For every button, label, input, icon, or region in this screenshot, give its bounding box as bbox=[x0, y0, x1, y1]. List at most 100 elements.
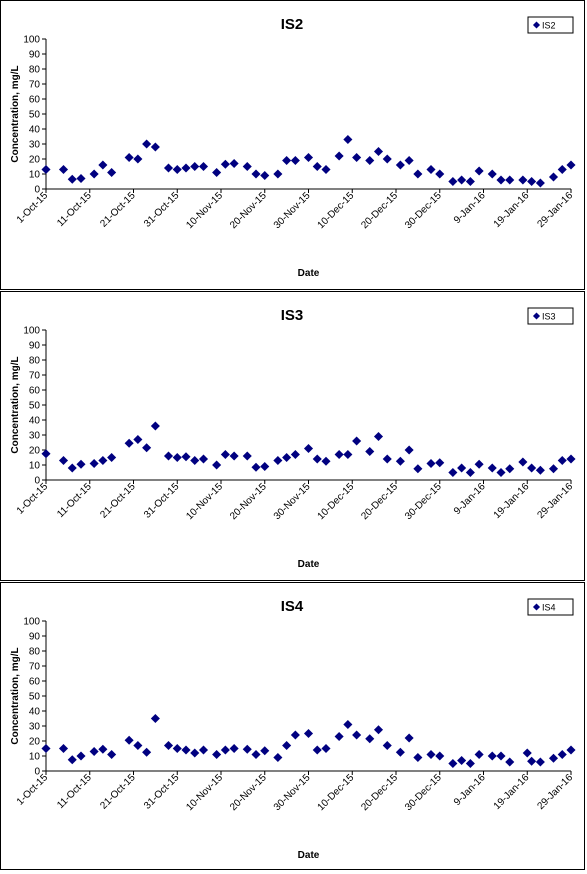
y-tick-label: 100 bbox=[23, 326, 40, 337]
data-point bbox=[496, 751, 506, 761]
data-point bbox=[242, 744, 252, 754]
x-tick-label: 21-Oct-15 bbox=[98, 772, 138, 812]
x-tick-label: 20-Nov-15 bbox=[228, 481, 269, 522]
x-tick-label: 30-Dec-15 bbox=[403, 481, 444, 522]
y-tick-label: 30 bbox=[29, 431, 41, 442]
data-point bbox=[395, 747, 405, 757]
data-point bbox=[181, 163, 191, 173]
x-tick-label: 11-Oct-15 bbox=[55, 190, 94, 229]
data-point bbox=[435, 458, 445, 468]
x-tick-label: 30-Dec-15 bbox=[403, 772, 444, 813]
data-point bbox=[98, 160, 108, 170]
x-tick-label: 10-Dec-15 bbox=[316, 481, 357, 522]
data-point bbox=[518, 175, 528, 185]
data-point bbox=[457, 175, 467, 185]
data-point bbox=[448, 758, 458, 769]
y-tick-label: 40 bbox=[29, 707, 41, 718]
data-point bbox=[352, 152, 362, 163]
data-point bbox=[198, 454, 209, 464]
data-point bbox=[67, 174, 77, 184]
x-axis-label: Date bbox=[298, 850, 320, 861]
data-point bbox=[352, 730, 362, 740]
data-point bbox=[312, 454, 322, 464]
data-point bbox=[457, 463, 467, 473]
data-point bbox=[190, 455, 200, 466]
data-point bbox=[67, 463, 77, 473]
x-tick-label: 30-Dec-15 bbox=[403, 190, 444, 231]
data-point bbox=[142, 139, 152, 149]
y-tick-label: 60 bbox=[29, 386, 41, 397]
data-point bbox=[290, 449, 300, 460]
data-point bbox=[312, 745, 322, 755]
data-point bbox=[457, 755, 467, 766]
data-point bbox=[273, 455, 283, 466]
y-tick-label: 70 bbox=[29, 80, 41, 91]
y-tick-label: 50 bbox=[29, 401, 41, 412]
y-tick-label: 10 bbox=[29, 170, 41, 181]
data-point bbox=[41, 164, 51, 175]
data-point bbox=[58, 164, 69, 175]
data-point bbox=[172, 164, 182, 175]
legend-label: IS2 bbox=[542, 21, 556, 31]
data-point bbox=[505, 175, 515, 185]
data-point bbox=[365, 446, 375, 457]
x-tick-label: 31-Oct-15 bbox=[142, 481, 182, 521]
data-point bbox=[190, 161, 200, 172]
y-tick-label: 40 bbox=[29, 416, 41, 427]
scatter-chart-is4: IS4 0 10 20 30 40 50 60 70 80 90 100 1-Oct-15 11-Oct-… bbox=[10, 598, 576, 861]
data-point bbox=[334, 731, 344, 742]
data-point bbox=[496, 467, 506, 478]
data-points bbox=[41, 134, 576, 188]
x-tick-label: 1-Oct-15 bbox=[15, 190, 51, 226]
x-tick-label: 29-Jan-16 bbox=[536, 772, 576, 812]
data-point bbox=[212, 460, 222, 470]
data-point bbox=[198, 161, 209, 172]
data-point bbox=[404, 155, 414, 166]
legend-box bbox=[527, 16, 574, 34]
x-tick-label: 29-Jan-16 bbox=[536, 481, 576, 521]
legend-marker bbox=[532, 312, 541, 320]
data-point bbox=[527, 756, 537, 766]
x-tick-label: 19-Jan-16 bbox=[492, 190, 532, 230]
legend: IS2 bbox=[527, 16, 574, 34]
data-point bbox=[98, 744, 108, 754]
x-tick-label: 10-Nov-15 bbox=[184, 190, 225, 231]
data-point bbox=[124, 735, 134, 745]
x-tick-label: 20-Dec-15 bbox=[359, 190, 400, 231]
x-tick-label: 21-Oct-15 bbox=[98, 190, 138, 230]
data-point bbox=[548, 172, 559, 182]
data-point bbox=[343, 449, 353, 460]
y-tick-label: 20 bbox=[29, 446, 41, 457]
data-point bbox=[505, 757, 515, 767]
data-point bbox=[321, 456, 331, 466]
data-point bbox=[518, 457, 528, 467]
x-tick-label: 9-Jan-16 bbox=[452, 772, 488, 808]
data-point bbox=[163, 163, 174, 173]
x-tick-label: 20-Dec-15 bbox=[359, 772, 400, 813]
y-tick-label: 50 bbox=[29, 692, 41, 703]
data-point bbox=[548, 753, 559, 763]
data-point bbox=[474, 459, 484, 469]
chart-title: IS2 bbox=[281, 16, 304, 33]
data-point bbox=[404, 445, 414, 455]
data-point bbox=[395, 456, 405, 466]
data-point bbox=[41, 449, 51, 459]
y-tick-label: 80 bbox=[29, 65, 41, 76]
data-point bbox=[76, 459, 86, 469]
x-tick-label: 10-Nov-15 bbox=[184, 481, 225, 522]
x-axis-label: Date bbox=[298, 559, 320, 570]
data-point bbox=[220, 745, 230, 755]
data-point bbox=[260, 461, 270, 472]
data-point bbox=[242, 161, 252, 172]
y-tick-label: 0 bbox=[34, 767, 40, 778]
data-point bbox=[413, 169, 423, 179]
data-point bbox=[89, 746, 99, 757]
y-tick-label: 80 bbox=[29, 356, 41, 367]
x-tick-label: 11-Oct-15 bbox=[55, 772, 94, 811]
legend-box bbox=[527, 598, 574, 616]
data-point bbox=[181, 452, 191, 462]
chart-title: IS3 bbox=[281, 307, 304, 324]
data-point bbox=[163, 740, 174, 751]
y-axis-label: Concentration, mg/L bbox=[10, 65, 21, 162]
y-tick-label: 0 bbox=[34, 185, 40, 196]
